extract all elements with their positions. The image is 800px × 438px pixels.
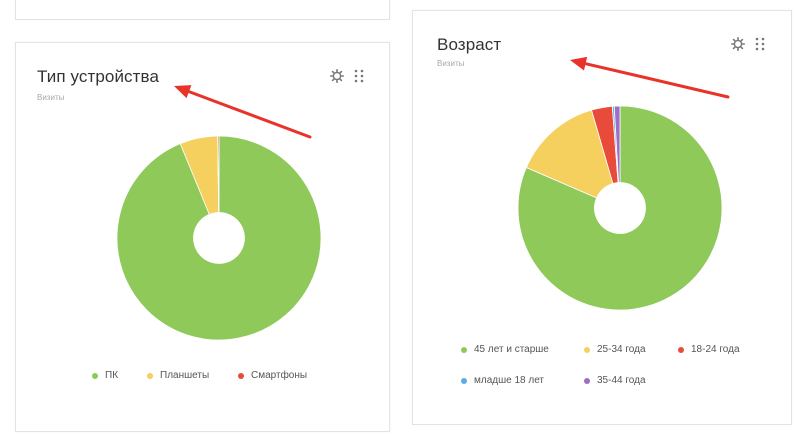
widget-toolbar xyxy=(731,37,765,51)
pie-slice-25-34 года[interactable] xyxy=(525,109,614,199)
pie-slice-ПК[interactable] xyxy=(116,135,322,341)
annotation-arrow-left xyxy=(174,85,312,139)
annotation-arrow-right xyxy=(570,56,730,99)
legend-label: 25-34 года xyxy=(597,344,646,355)
legend-dot xyxy=(92,372,98,379)
widget-device-type: Тип устройства Визиты xyxy=(15,42,390,432)
legend-dot xyxy=(461,346,467,353)
legend-dot xyxy=(584,346,590,353)
gear-icon[interactable] xyxy=(731,37,745,51)
legend-item[interactable]: Планшеты xyxy=(147,370,209,381)
legend-dot xyxy=(238,372,244,379)
legend-item[interactable]: 45 лет и старше xyxy=(461,344,549,355)
legend-dot xyxy=(678,346,684,353)
legend-item[interactable]: 18-24 года xyxy=(678,344,740,355)
legend-item[interactable]: 35-44 года xyxy=(584,375,646,386)
legend-label: младше 18 лет xyxy=(474,375,545,386)
legend-dot xyxy=(147,372,153,379)
legend-label: 35-44 года xyxy=(597,375,646,386)
legend-label: 45 лет и старше xyxy=(474,344,549,355)
pie-slice-45 лет и старше[interactable] xyxy=(517,105,723,311)
legend-item[interactable]: ПК xyxy=(92,370,118,381)
widget-subtitle: Визиты xyxy=(437,59,465,68)
pie-slice-35-44 года[interactable] xyxy=(613,105,621,183)
legend-item[interactable]: младше 18 лет xyxy=(461,375,544,386)
widget-card-partial xyxy=(15,0,390,20)
drag-handle-icon[interactable] xyxy=(354,69,364,83)
pie-slice-Смартфоны[interactable] xyxy=(217,135,220,213)
legend-dot xyxy=(584,377,590,384)
legend-label: Планшеты xyxy=(160,370,210,381)
widget-subtitle: Визиты xyxy=(37,93,65,102)
legend-item[interactable]: Смартфоны xyxy=(238,370,307,381)
widget-title: Возраст xyxy=(437,35,502,54)
donut-chart-device-type xyxy=(116,135,322,341)
widget-age: Возраст Визиты xyxy=(412,10,792,425)
gear-icon[interactable] xyxy=(330,69,344,83)
legend-item[interactable]: 25-34 года xyxy=(584,344,646,355)
legend-dot xyxy=(461,377,467,384)
widget-toolbar xyxy=(330,69,364,83)
widget-title: Тип устройства xyxy=(37,67,160,86)
drag-handle-icon[interactable] xyxy=(755,37,765,51)
legend-label: ПК xyxy=(105,370,119,381)
donut-chart-age xyxy=(517,105,723,311)
legend-label: Смартфоны xyxy=(251,370,308,381)
legend-label: 18-24 года xyxy=(691,344,740,355)
